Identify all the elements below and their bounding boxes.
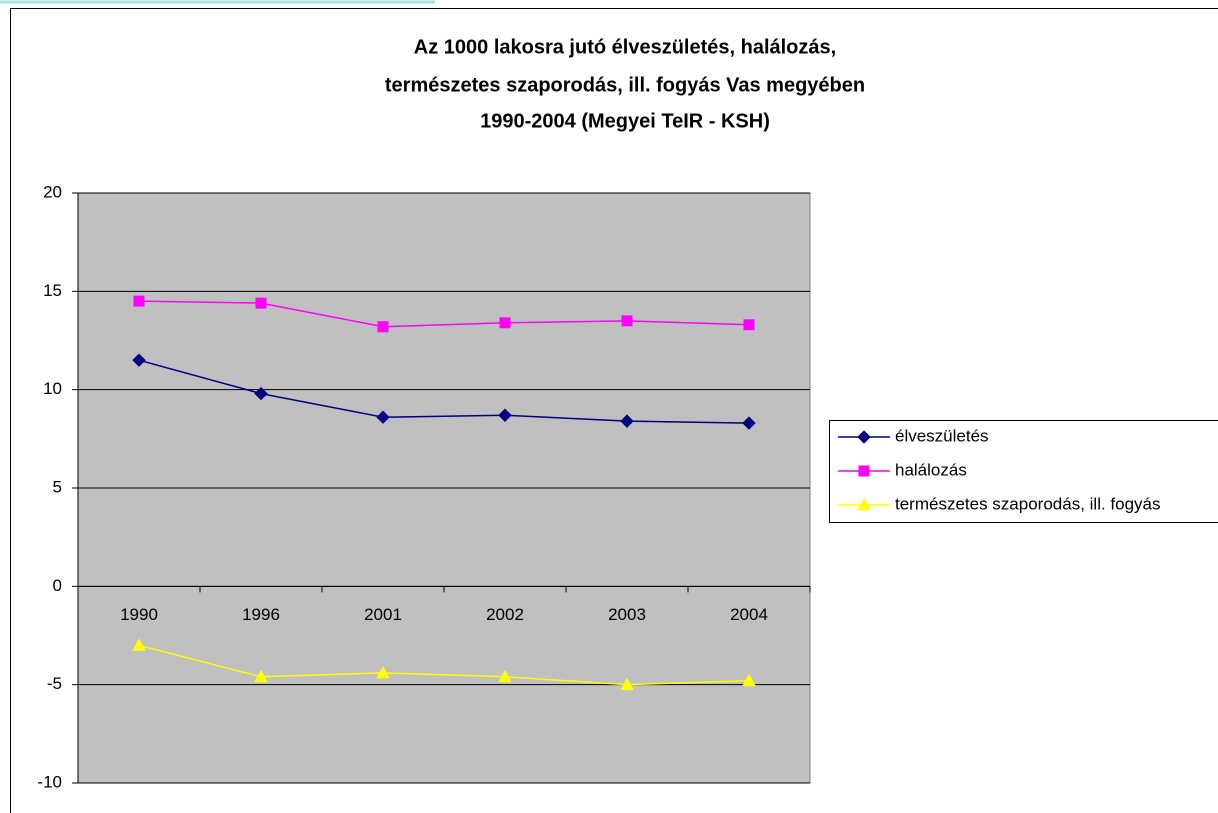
legend-marker	[857, 430, 871, 444]
legend-label: élveszületés	[895, 426, 989, 445]
data-point	[132, 353, 146, 367]
data-point	[132, 638, 146, 651]
data-point	[498, 408, 512, 422]
data-point	[620, 677, 634, 691]
y-tick-label: 20	[43, 182, 62, 201]
chart-title: természetes szaporodás, ill. fogyás Vas …	[385, 74, 865, 96]
data-point	[620, 414, 634, 428]
y-tick-label: -5	[47, 674, 62, 693]
legend-label: természetes szaporodás, ill. fogyás	[895, 494, 1161, 513]
data-point	[133, 295, 145, 307]
x-tick-label: 1996	[242, 605, 280, 624]
legend	[829, 420, 1218, 523]
data-point	[498, 669, 512, 683]
x-tick-label: 2003	[608, 605, 646, 624]
data-point	[376, 410, 390, 424]
chart-title: 1990-2004 (Megyei TeIR - KSH)	[480, 110, 770, 132]
data-point	[499, 317, 511, 329]
legend-marker	[857, 497, 871, 511]
data-point	[621, 315, 633, 327]
y-tick-label: -10	[37, 772, 62, 791]
data-point	[254, 669, 268, 683]
y-tick-label: 5	[53, 477, 62, 496]
x-tick-label: 1990	[120, 605, 158, 624]
series-line	[138, 300, 750, 328]
chart-title: Az 1000 lakosra jutó élveszületés, halál…	[414, 36, 836, 58]
data-point	[254, 386, 268, 401]
series-line	[138, 644, 750, 686]
data-point	[742, 416, 756, 430]
data-point	[377, 321, 389, 333]
legend-label: halálozás	[895, 460, 967, 479]
y-tick-label: 0	[53, 576, 62, 595]
data-point	[255, 297, 267, 309]
data-point	[376, 665, 390, 679]
y-tick-label: 15	[43, 281, 62, 300]
x-tick-label: 2001	[364, 605, 402, 624]
series-line	[138, 359, 750, 424]
data-point	[743, 319, 755, 331]
data-point	[742, 673, 756, 687]
y-tick-label: 10	[43, 379, 62, 398]
legend-marker	[858, 465, 870, 477]
x-tick-label: 2004	[730, 605, 768, 624]
x-tick-label: 2002	[486, 605, 524, 624]
